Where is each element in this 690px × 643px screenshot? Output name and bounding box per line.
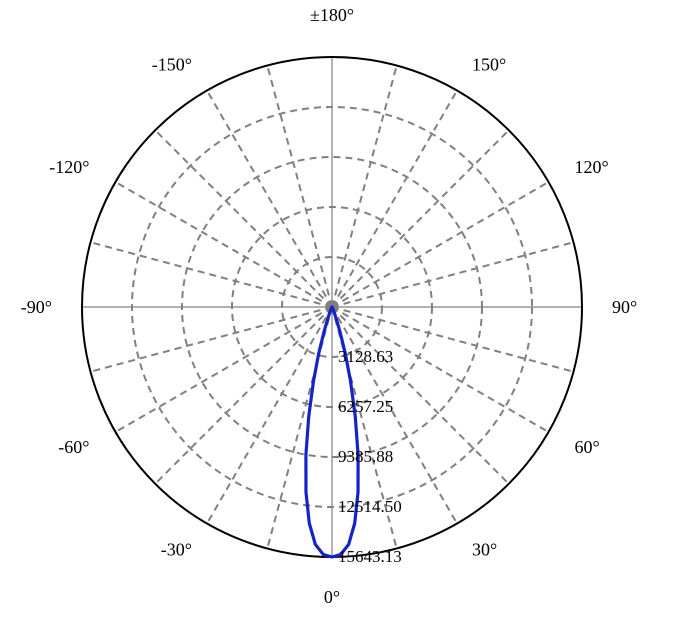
grid-spoke	[332, 90, 457, 307]
grid-spoke	[207, 307, 332, 524]
radial-label: 12514.50	[338, 497, 402, 516]
radial-label: 3128.63	[338, 347, 393, 366]
grid-spoke	[91, 242, 332, 307]
grid-spoke	[332, 182, 549, 307]
grid-spoke	[332, 66, 397, 307]
grid-spoke	[332, 130, 509, 307]
grid-spoke	[155, 130, 332, 307]
angle-label: -60°	[58, 437, 89, 457]
grid-spoke	[332, 242, 573, 307]
angle-label: -90°	[21, 297, 52, 317]
radial-label: 15643.13	[338, 547, 402, 566]
angle-label: 30°	[472, 539, 497, 559]
grid-spoke	[91, 307, 332, 372]
angle-label: 120°	[574, 157, 608, 177]
angle-label: 0°	[324, 587, 340, 607]
grid-spoke	[207, 90, 332, 307]
polar-chart: ±180° 150° 120° 90° 60° 30° 0° -30° -60° -90° -120…	[0, 0, 690, 643]
angle-label: 150°	[472, 55, 506, 75]
radial-label: 6257.25	[338, 397, 393, 416]
grid-spoke	[115, 307, 332, 432]
angle-label: 60°	[574, 437, 599, 457]
angle-label: 90°	[612, 297, 637, 317]
grid-spoke	[115, 182, 332, 307]
grid-spoke	[267, 66, 332, 307]
angle-label: -150°	[152, 55, 192, 75]
angle-label: ±180°	[310, 5, 354, 25]
angle-label: -120°	[49, 157, 89, 177]
radial-label: 9385.88	[338, 447, 393, 466]
angle-label: -30°	[161, 539, 192, 559]
